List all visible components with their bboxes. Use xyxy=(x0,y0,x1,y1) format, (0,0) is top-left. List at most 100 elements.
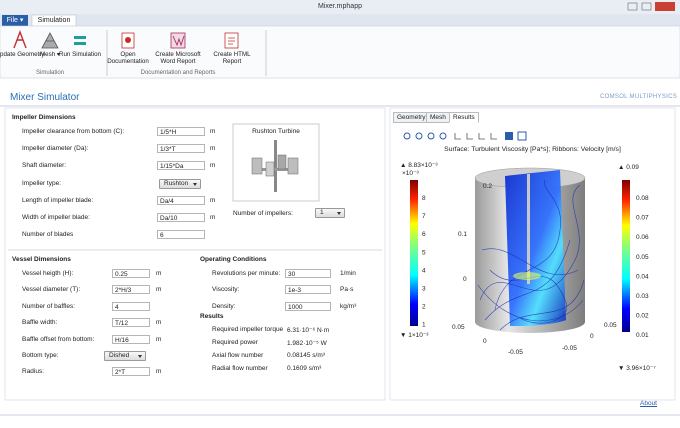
file-tab[interactable]: File ▾ xyxy=(6,17,24,24)
ribbon-button[interactable]: Run Simulation xyxy=(59,51,101,58)
unit-label: 1/min xyxy=(340,270,356,277)
ribbon-group-label: Documentation and Reports xyxy=(140,70,216,76)
dropdown[interactable]: Dished xyxy=(104,351,146,361)
input-field[interactable]: Da/4 xyxy=(157,195,205,205)
color-bar-tick: 3 xyxy=(422,286,426,293)
unit-label: m xyxy=(210,162,216,170)
axis-label: 0.2 xyxy=(483,183,492,190)
ribbon-button[interactable]: Update Geometry xyxy=(0,51,45,58)
input-field[interactable]: 4 xyxy=(112,301,150,311)
color-bar-tick: 8 xyxy=(422,195,426,202)
field-label: Bottom type: xyxy=(22,352,59,359)
app-title: Mixer Simulator xyxy=(10,92,80,103)
field-label: Radius: xyxy=(22,368,45,376)
color-bar-max: ▲ 8.83×10⁻³ xyxy=(400,162,438,169)
input-field[interactable]: 0.25 xyxy=(112,269,150,278)
ribbon-button[interactable]: Mesh ▾ xyxy=(40,51,60,58)
color-bar xyxy=(622,180,630,332)
color-bar-tick: 0.01 xyxy=(636,332,649,339)
plot-toolbar xyxy=(403,131,527,141)
close-button[interactable] xyxy=(655,2,675,11)
tab-row xyxy=(0,14,680,26)
section-title: Vessel Dimensions xyxy=(12,256,71,263)
color-bar-tick: 0.05 xyxy=(636,254,649,261)
field-label: Vessel heigth (H): xyxy=(22,270,74,277)
plot-tab[interactable]: Geometry xyxy=(393,112,430,123)
axis-label: 0 xyxy=(483,338,487,345)
field-label: Impeller type: xyxy=(22,179,62,187)
input-field[interactable]: 2*T xyxy=(112,367,150,377)
input-field[interactable]: 1/5*H xyxy=(157,127,205,136)
plot-tab[interactable]: Results xyxy=(449,112,479,123)
color-bar-tick: 0.06 xyxy=(636,234,649,241)
dropdown[interactable]: Rushton xyxy=(159,178,201,189)
title-bar xyxy=(0,0,680,14)
field-label: Number of blades xyxy=(22,231,74,239)
window-title: Mixer.mphapp xyxy=(318,3,362,10)
section-title: Impeller Dimensions xyxy=(12,114,76,121)
color-bar-tick: 5 xyxy=(422,249,426,256)
unit-label: m xyxy=(210,214,216,221)
unit-label: m xyxy=(156,335,162,343)
field-label: Revolutions per minute: xyxy=(212,270,281,277)
plot-tab[interactable]: Mesh xyxy=(426,112,450,123)
axis-label: -0.05 xyxy=(562,345,577,352)
color-bar-tick: 0.04 xyxy=(636,273,649,280)
field-label: Length of impeller blade: xyxy=(22,196,94,204)
image-caption: Rushton Turbine xyxy=(252,128,300,135)
unit-label: m xyxy=(210,145,216,153)
input-field[interactable]: T/12 xyxy=(112,318,150,328)
color-bar-scale: ×10⁻³ xyxy=(402,170,419,177)
ribbon-button[interactable]: Create Microsoft Word Report xyxy=(155,51,201,65)
field-label: Baffle offset from bottom: xyxy=(22,335,95,343)
file-tab-bg xyxy=(2,15,28,26)
color-bar-tick: 1 xyxy=(422,322,426,329)
ribbon xyxy=(0,25,680,79)
field-label: Vessel diameter (T): xyxy=(22,286,81,294)
axis-label: 0 xyxy=(463,276,467,283)
color-bar-max: ▲ 0.09 xyxy=(618,164,639,171)
input-field[interactable]: Da/10 xyxy=(157,213,205,222)
input-field[interactable]: 1e-3 xyxy=(285,285,331,295)
result-label: Radial flow number xyxy=(212,365,268,372)
plot-title: Surface: Turbulent Viscosity [Pa*s]; Rib… xyxy=(444,146,621,153)
input-field[interactable]: 30 xyxy=(285,269,331,278)
section-title: Results xyxy=(200,313,224,320)
about-link[interactable]: About xyxy=(640,400,657,407)
result-value: 0.1609 s/m³ xyxy=(287,365,322,372)
input-field[interactable]: 1000 xyxy=(285,301,331,311)
maximize[interactable] xyxy=(641,2,652,11)
ribbon-icons xyxy=(13,30,239,49)
color-bar-tick: 0.02 xyxy=(636,313,649,320)
field-label: Density: xyxy=(212,302,236,310)
unit-label: m xyxy=(156,286,162,294)
unit-label: m xyxy=(210,128,216,135)
input-field[interactable]: 1/3*T xyxy=(157,144,205,154)
result-label: Required power xyxy=(212,339,258,346)
result-label: Axial flow number xyxy=(212,352,264,359)
dropdown[interactable]: 1 xyxy=(315,208,345,218)
color-bar-tick: 0.07 xyxy=(636,215,649,222)
minimize[interactable] xyxy=(627,2,638,11)
color-bar-tick: 2 xyxy=(422,304,426,311)
input-field[interactable]: 6 xyxy=(157,230,205,240)
color-bar-tick: 6 xyxy=(422,231,426,238)
axis-label: 0.05 xyxy=(604,322,617,329)
field-label: Shaft diameter: xyxy=(22,162,67,170)
field-label: Impeller clearance from bottom (C): xyxy=(22,128,125,135)
color-bar-tick: 0.08 xyxy=(636,195,649,202)
input-field[interactable]: 2*H/3 xyxy=(112,285,150,295)
ribbon-group-label: Simulation xyxy=(35,70,64,76)
field-label: Viscosity: xyxy=(212,286,240,294)
result-label: Required impeller torque xyxy=(212,326,284,333)
result-value: 6.31·10⁻⁶ N·m xyxy=(287,327,330,334)
axis-label: 0 xyxy=(590,333,594,340)
field-label: Width of impeller blade: xyxy=(22,214,90,221)
input-field[interactable]: H/16 xyxy=(112,334,150,344)
ribbon-tab[interactable]: Simulation xyxy=(37,17,71,24)
input-field[interactable]: 1/15*Da xyxy=(157,161,205,171)
unit-label: Pa·s xyxy=(340,286,354,294)
ribbon-button[interactable]: Create HTML Report xyxy=(213,51,251,65)
ribbon-button[interactable]: Open Documentation xyxy=(107,51,149,65)
